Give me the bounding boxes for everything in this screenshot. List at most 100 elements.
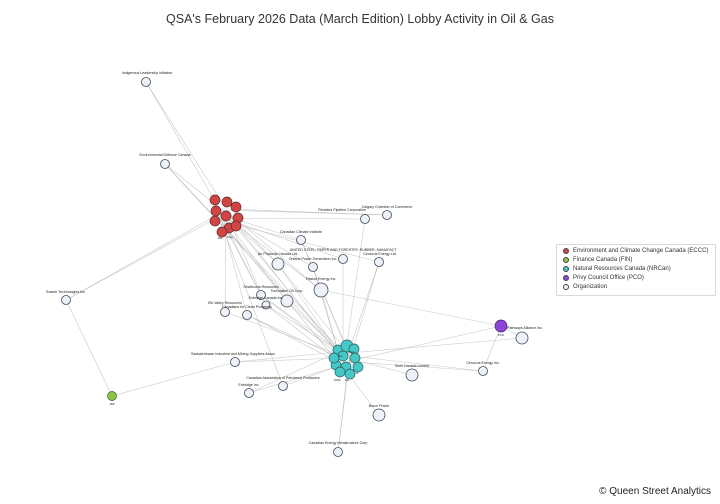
org-node-sima[interactable] [230, 357, 240, 367]
pco-node[interactable] [494, 319, 508, 333]
nrcan-node-label: ADM [334, 378, 341, 382]
edge-line [248, 351, 339, 394]
eccc-node[interactable] [216, 226, 228, 238]
edge-line [277, 263, 351, 357]
edge-line [164, 163, 227, 214]
org-label-enb: Enbridge Inc. [238, 383, 259, 387]
org-node-pat[interactable] [515, 331, 529, 345]
org-node-usw[interactable] [338, 254, 348, 264]
legend-label-pco: Privy Council Office (PCO) [573, 275, 644, 281]
org-node-cvl[interactable] [374, 257, 384, 267]
legend-swatch-pco [563, 275, 569, 281]
edge-line [353, 325, 502, 361]
nrcan-node-label: DG [345, 378, 350, 382]
org-node-dci[interactable] [296, 235, 306, 245]
edge-line [221, 222, 339, 363]
org-label-usw: UNITED STEEL, PAPER AND FORESTRY, RUBBER… [290, 248, 398, 252]
eccc-node[interactable] [210, 205, 222, 217]
org-node-ccp[interactable] [242, 310, 252, 320]
nrcan-node[interactable] [352, 361, 364, 373]
edge-line [145, 81, 220, 209]
edge-line [320, 289, 502, 327]
org-node-capp[interactable] [278, 381, 288, 391]
org-label-sct: Svante Technologies Inc. [46, 290, 86, 294]
eccc-node-label: Dep [227, 235, 233, 239]
org-node-ili[interactable] [141, 77, 151, 87]
org-label-pat: Pathways Alliance Inc. [507, 326, 543, 330]
edge-line [482, 325, 502, 372]
edge-line [260, 294, 345, 355]
edge-line [349, 355, 484, 372]
edge-layer [65, 81, 523, 453]
org-label-tgo: Tourmaline Oil Corp. [271, 289, 304, 293]
org-label-ili: Indigenous Leadership Initiative [122, 71, 173, 75]
org-node-enb[interactable] [244, 388, 254, 398]
edge-line [164, 163, 353, 363]
eccc-node[interactable] [230, 220, 242, 232]
eccc-node[interactable] [209, 215, 221, 227]
org-node-fns[interactable] [313, 282, 329, 298]
edge-line [351, 361, 484, 372]
org-label-cen: Cenovus Energy Inc. [466, 361, 499, 365]
org-label-dci: Canadian Climate Institute [280, 230, 322, 234]
org-node-tgo[interactable] [280, 294, 294, 308]
org-label-cvl: Cenovus Energy Ltd. [363, 252, 397, 256]
org-node-sct[interactable] [61, 295, 71, 305]
org-node-cen[interactable] [478, 366, 488, 376]
department-layer [107, 194, 508, 401]
org-label-str: Strathcona Resources [243, 285, 279, 289]
org-node-opg[interactable] [308, 262, 318, 272]
edge-line [320, 289, 340, 356]
edge-line [234, 357, 341, 363]
org-node-ccc[interactable] [382, 210, 392, 220]
org-node-ecv[interactable] [261, 300, 271, 310]
org-label-ppc: Pembina Pipeline Corporation [318, 208, 366, 212]
edge-line [234, 351, 339, 363]
edge-line [145, 81, 227, 210]
org-label-edc: Environmental Defence Canada [140, 153, 191, 157]
nrcan-node-label: Min [338, 354, 343, 358]
org-label-scl: Shell Canada Limited [395, 364, 429, 368]
pco-node-label: PCO [498, 333, 505, 337]
edge-line [224, 311, 352, 360]
label-layer: Indigenous Leadership Initiative Environm… [46, 71, 543, 445]
edge-line [65, 212, 227, 301]
edge-line [65, 213, 220, 301]
org-node-str[interactable] [256, 290, 266, 300]
org-label-opg: Ontario Power Generation Inc. [289, 257, 338, 261]
eccc-node[interactable] [221, 196, 233, 208]
org-label-ccp: Canadians for Clean Prosperity [222, 305, 272, 309]
edge-line [218, 217, 284, 387]
nrcan-node[interactable] [349, 352, 361, 364]
edge-line [218, 209, 388, 216]
copyright-footer: © Queen Street Analytics [599, 486, 711, 497]
edge-line [344, 218, 366, 358]
org-label-brp: Bruce Power [369, 404, 390, 408]
org-node-edc[interactable] [160, 159, 170, 169]
eccc-node[interactable] [209, 194, 221, 206]
edge-line [246, 314, 343, 365]
edge-line [65, 299, 113, 397]
org-node-brp[interactable] [372, 408, 386, 422]
fin-node[interactable] [107, 391, 117, 401]
legend-swatch-fin [563, 257, 569, 263]
legend-swatch-nrcan [563, 266, 569, 272]
organization-layer [61, 77, 529, 457]
nrcan-node-label: Sr [356, 371, 359, 375]
eccc-node[interactable] [220, 210, 232, 222]
org-label-ccc: Calgary Chamber of Commerce [362, 205, 413, 209]
nrcan-node[interactable] [344, 368, 356, 380]
eccc-node[interactable] [230, 201, 242, 213]
nrcan-node[interactable] [334, 366, 346, 378]
org-node-evr[interactable] [220, 307, 230, 317]
org-label-cpc: Air Products Canada Ltd. [258, 252, 298, 256]
org-node-cpc[interactable] [271, 257, 285, 271]
nrcan-node[interactable] [328, 352, 340, 364]
org-node-scl[interactable] [405, 368, 419, 382]
edge-line [225, 218, 344, 260]
org-node-ceic[interactable] [333, 447, 343, 457]
org-label-sima: Saskatchewan Industrial and Mining Suppl… [191, 352, 275, 356]
org-node-ppc[interactable] [360, 214, 370, 224]
legend-label-nrcan: Natural Resources Canada (NRCan) [573, 266, 671, 272]
edge-line [246, 314, 341, 359]
